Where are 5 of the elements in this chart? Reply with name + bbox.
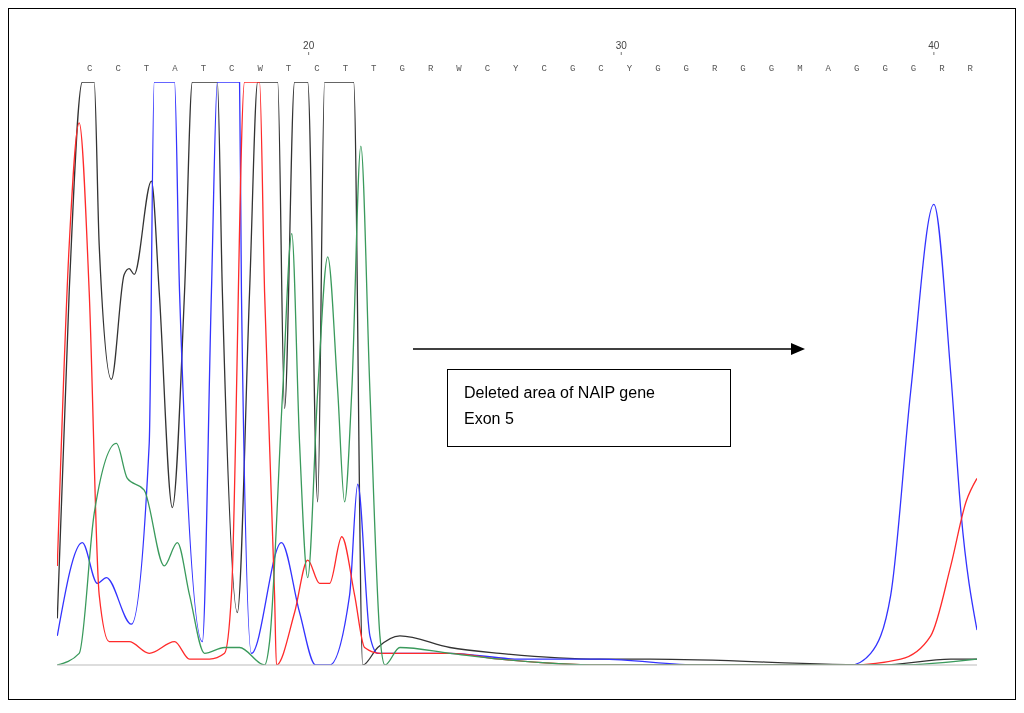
x-tick-label: 20 xyxy=(303,40,315,51)
x-tick-label: 40 xyxy=(928,40,940,51)
text-box: Deleted area of NAIP gene Exon 5 xyxy=(447,369,731,447)
x-tick-label: 30 xyxy=(615,40,628,51)
text: C C T A T C W T C T T G R W C Y C G C Y G G R G G M A G G G R R xyxy=(87,64,974,74)
